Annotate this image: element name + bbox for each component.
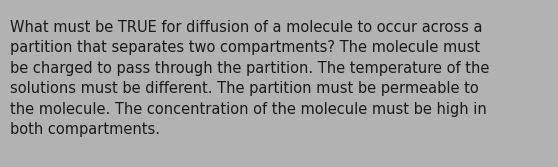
Text: What must be TRUE for diffusion of a molecule to occur across a
partition that s: What must be TRUE for diffusion of a mol… <box>10 20 489 137</box>
